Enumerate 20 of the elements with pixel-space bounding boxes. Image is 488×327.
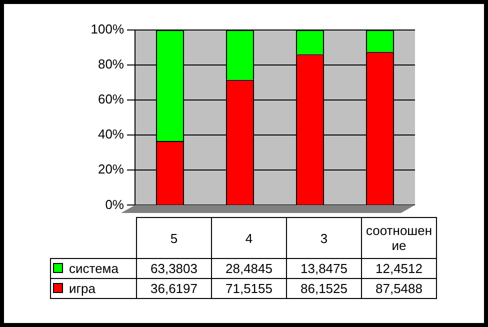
y-tick-label: 20% bbox=[98, 162, 124, 177]
data-label: 13,8475 bbox=[286, 258, 362, 278]
x-tick-label: 3 bbox=[286, 218, 362, 258]
y-tick-label: 60% bbox=[98, 92, 124, 107]
data-label: 87,5488 bbox=[362, 278, 436, 298]
x-tick-label: 4 bbox=[212, 218, 286, 258]
data-label: 36,6197 bbox=[136, 278, 212, 298]
y-tick-label: 80% bbox=[98, 56, 124, 72]
data-label: 12,4512 bbox=[362, 258, 436, 278]
data-label: 86,1525 bbox=[286, 278, 362, 298]
y-tick-label: 0% bbox=[105, 196, 124, 212]
y-tick-label: 100% bbox=[90, 22, 124, 37]
legend-label: игра bbox=[69, 281, 96, 296]
legend-label: система bbox=[69, 261, 118, 276]
x-tick-label: соотношение bbox=[362, 218, 436, 258]
x-tick-label: 5 bbox=[136, 218, 212, 258]
data-label: 71,5155 bbox=[212, 278, 286, 298]
data-label: 63,3803 bbox=[136, 258, 212, 278]
data-label: 28,4845 bbox=[212, 258, 286, 278]
y-tick-label: 40% bbox=[98, 126, 124, 142]
